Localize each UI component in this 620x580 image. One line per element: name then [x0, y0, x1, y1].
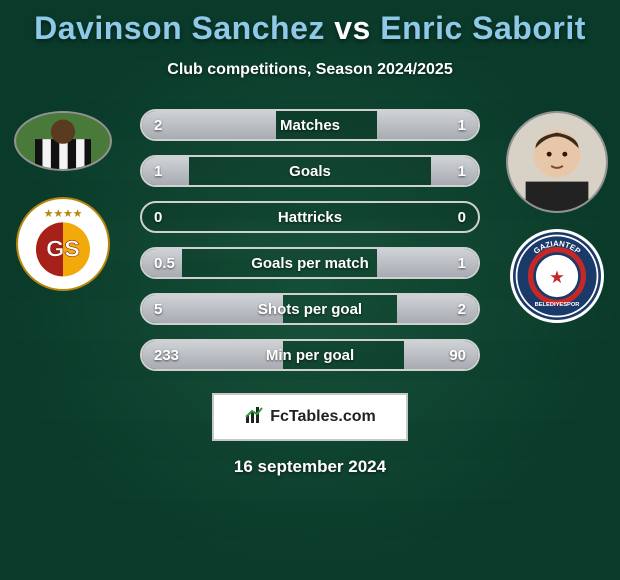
svg-text:GS: GS — [46, 236, 80, 262]
stat-row: 233 90 Min per goal — [140, 339, 480, 371]
stat-value-right: 1 — [458, 255, 466, 272]
stat-bar-left — [142, 157, 189, 185]
stat-value-left: 0 — [154, 209, 162, 226]
stat-label: Goals — [289, 163, 331, 180]
subtitle: Club competitions, Season 2024/2025 — [0, 61, 620, 79]
stat-label: Hattricks — [278, 209, 342, 226]
svg-text:★★★★: ★★★★ — [44, 208, 83, 220]
main-content: ★★★★ GS — [0, 109, 620, 371]
stat-value-left: 1 — [154, 163, 162, 180]
stat-row: 2 1 Matches — [140, 109, 480, 141]
stat-value-right: 0 — [458, 209, 466, 226]
stat-value-left: 2 — [154, 117, 162, 134]
stat-label: Shots per goal — [258, 301, 362, 318]
player2-avatar — [506, 111, 608, 213]
player2-club-badge: GAZIANTEP BELEDIYESPOR ★ — [510, 229, 604, 323]
stat-label: Matches — [280, 117, 340, 134]
stat-label: Goals per match — [251, 255, 369, 272]
right-player-column: GAZIANTEP BELEDIYESPOR ★ — [502, 109, 612, 323]
stat-value-right: 90 — [449, 347, 466, 364]
stat-value-left: 233 — [154, 347, 179, 364]
player1-club-badge: ★★★★ GS — [16, 197, 110, 291]
comparison-title: Davinson Sanchez vs Enric Saborit — [0, 0, 620, 47]
stats-list: 2 1 Matches 1 1 Goals 0 0 Hattricks 0.5 1 Goals per… — [140, 109, 480, 371]
stat-bar-right — [404, 341, 478, 369]
stat-value-left: 5 — [154, 301, 162, 318]
stat-value-right: 1 — [458, 117, 466, 134]
chart-icon — [244, 405, 264, 430]
title-player2: Enric Saborit — [380, 10, 586, 46]
stat-row: 0 0 Hattricks — [140, 201, 480, 233]
stat-row: 1 1 Goals — [140, 155, 480, 187]
player1-avatar — [14, 111, 112, 171]
svg-text:★: ★ — [549, 267, 565, 287]
stat-bar-right — [431, 157, 478, 185]
source-badge: FcTables.com — [212, 393, 408, 441]
svg-text:BELEDIYESPOR: BELEDIYESPOR — [535, 302, 581, 308]
left-player-column: ★★★★ GS — [8, 109, 118, 291]
title-player1: Davinson Sanchez — [34, 10, 325, 46]
stat-row: 0.5 1 Goals per match — [140, 247, 480, 279]
stat-value-right: 2 — [458, 301, 466, 318]
title-vs: vs — [334, 10, 371, 46]
source-brand-text: FcTables.com — [270, 408, 376, 426]
stat-label: Min per goal — [266, 347, 354, 364]
stat-row: 5 2 Shots per goal — [140, 293, 480, 325]
stat-value-left: 0.5 — [154, 255, 175, 272]
stat-value-right: 1 — [458, 163, 466, 180]
comparison-date: 16 september 2024 — [0, 457, 620, 477]
